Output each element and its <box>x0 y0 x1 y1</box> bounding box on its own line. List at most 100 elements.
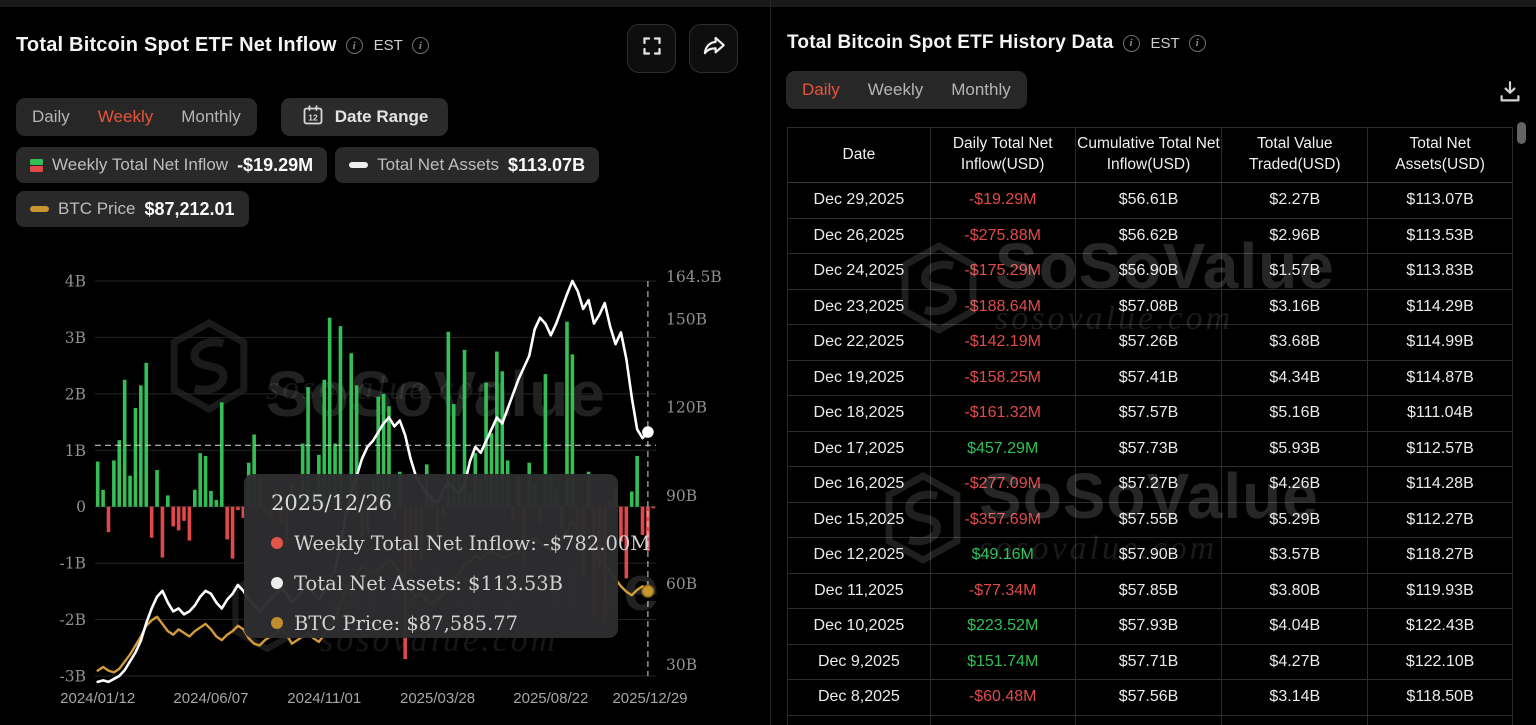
table-row[interactable]: Dec 10,2025 $223.52M $57.93B $4.04B $122.43B <box>788 609 1512 645</box>
info-icon[interactable]: i <box>1122 34 1140 52</box>
traded-cell: $5.16B <box>1222 396 1369 431</box>
chart-tooltip: 2025/12/26 Weekly Total Net Inflow: -$78… <box>244 474 650 638</box>
info-icon[interactable]: i <box>411 37 429 54</box>
tooltip-date: 2025/12/26 <box>271 491 393 515</box>
info-icon[interactable]: i <box>345 37 363 54</box>
share-button[interactable] <box>689 24 738 73</box>
column-header[interactable]: Daily Total Net Inflow(USD) <box>931 128 1076 182</box>
tab-weekly[interactable]: Weekly <box>97 107 154 126</box>
traded-cell: $3.57B <box>1222 538 1369 573</box>
date-cell: Dec 11,2025 <box>788 573 931 608</box>
date-range-button[interactable]: 12 Date Range <box>280 98 449 136</box>
inflow-cell: -$175.29M <box>931 254 1076 289</box>
column-header[interactable]: Cumulative Total Net Inflow(USD) <box>1076 128 1223 182</box>
table-row[interactable]: Dec 18,2025 -$161.32M $57.57B $5.16B $111.04… <box>788 396 1512 432</box>
cumulative-cell: $57.93B <box>1076 609 1223 644</box>
svg-text:30B: 30B <box>666 656 697 674</box>
tooltip-row: Total Net Assets: $113.53B <box>271 563 618 603</box>
column-header[interactable]: Date <box>788 128 931 182</box>
column-header[interactable]: Total Net Assets(USD) <box>1395 135 1485 173</box>
cumulative-cell: $57.56B <box>1076 680 1223 715</box>
column-header[interactable]: Total Value Traded(USD) <box>1222 128 1369 182</box>
table-body: Dec 29,2025 -$19.29M $56.61B $2.27B $113.07B… <box>788 183 1512 725</box>
tooltip-row: BTC Price: $87,585.77 <box>271 603 618 643</box>
inflow-cell: -$142.19M <box>931 325 1076 360</box>
table-row[interactable]: Dec 23,2025 -$188.64M $57.08B $3.16B $114.29… <box>788 289 1512 325</box>
assets-cell: $118.50B <box>1406 688 1474 706</box>
tab-daily[interactable]: Daily <box>32 107 70 126</box>
svg-text:60B: 60B <box>666 575 697 593</box>
tab-monthly[interactable]: Monthly <box>951 80 1011 99</box>
date-cell: Dec 10,2025 <box>788 609 931 644</box>
info-icon[interactable]: i <box>1188 34 1206 52</box>
date-range-label: Date Range <box>334 107 429 126</box>
inflow-cell: $49.16M <box>931 538 1076 573</box>
table-row[interactable]: Dec 12,2025 $49.16M $57.90B $3.57B $118.27B <box>788 538 1512 574</box>
inflow-cell: $457.29M <box>931 431 1076 466</box>
date-cell: Dec 15,2025 <box>788 502 931 537</box>
assets-cell: $122.10B <box>1405 652 1475 670</box>
inflow-cell: -$19.29M <box>931 183 1076 218</box>
legend-net-assets[interactable]: Total Net Assets $113.07B <box>335 147 600 183</box>
table-row[interactable]: Dec 9,2025 $151.74M $57.71B $4.27B $122.10B <box>788 644 1512 680</box>
table-row[interactable]: Dec 19,2025 -$158.25M $57.41B $4.34B $114.87… <box>788 360 1512 396</box>
page-title: Total Bitcoin Spot ETF Net Inflow <box>16 34 337 56</box>
download-button[interactable] <box>1493 76 1527 110</box>
traded-cell: $3.68B <box>1222 325 1369 360</box>
table-scrollbar-thumb[interactable] <box>1517 122 1526 144</box>
cumulative-cell: $56.90B <box>1076 254 1223 289</box>
table-row[interactable]: Dec 29,2025 -$19.29M $56.61B $2.27B $113.07B <box>788 183 1512 219</box>
left-panel-header: Total Bitcoin Spot ETF Net Inflow i EST … <box>16 34 429 57</box>
table-row[interactable]: Dec 8,2025 -$60.48M $57.56B $3.14B $118.50B <box>788 680 1512 716</box>
table-title: Total Bitcoin Spot ETF History Data <box>787 32 1114 53</box>
date-cell: Dec 19,2025 <box>788 360 931 395</box>
assets-cell: $112.57B <box>1406 439 1474 457</box>
traded-cell: $2.96B <box>1222 218 1369 253</box>
table-row[interactable]: Dec 24,2025 -$175.29M $56.90B $1.57B $113.83… <box>788 254 1512 290</box>
traded-cell: $5.93B <box>1222 431 1369 466</box>
svg-text:-2B: -2B <box>60 611 87 629</box>
cumulative-cell: $57.85B <box>1076 573 1223 608</box>
table-row[interactable]: Dec 11,2025 -$77.34M $57.85B $3.80B $119.93B <box>788 573 1512 609</box>
legend-btc-price[interactable]: BTC Price $87,212.01 <box>16 191 249 227</box>
history-table: Date Daily Total Net Inflow(USD) Cumulat… <box>787 127 1513 725</box>
svg-text:2B: 2B <box>65 385 86 403</box>
date-cell: Dec 17,2025 <box>788 431 931 466</box>
tab-weekly[interactable]: Weekly <box>867 80 924 99</box>
assets-cell: $114.29B <box>1406 297 1474 315</box>
tab-daily[interactable]: Daily <box>802 80 840 99</box>
table-row[interactable]: Dec 17,2025 $457.29M $57.73B $5.93B $112.57B <box>788 431 1512 467</box>
cumulative-cell: $57.71B <box>1076 644 1223 679</box>
line-series-icon <box>30 206 49 212</box>
line-series-icon <box>349 162 369 168</box>
table-row[interactable]: Dec 16,2025 -$277.09M $57.27B $4.26B $114.28… <box>788 467 1512 503</box>
date-cell: Dec 23,2025 <box>788 289 931 324</box>
svg-text:0: 0 <box>76 498 86 516</box>
panel-divider <box>770 0 771 725</box>
table-row[interactable]: Dec 22,2025 -$142.19M $57.26B $3.68B $114.99… <box>788 325 1512 361</box>
traded-cell: $2.27B <box>1222 183 1369 218</box>
date-cell: Dec 9,2025 <box>788 644 931 679</box>
fullscreen-button[interactable] <box>627 24 676 73</box>
legend-label: Weekly Total Net Inflow <box>52 155 229 174</box>
cumulative-cell: $57.55B <box>1076 502 1223 537</box>
svg-text:1B: 1B <box>65 442 86 460</box>
assets-cell: $112.27B <box>1406 510 1474 528</box>
table-row[interactable]: Dec 26,2025 -$275.88M $56.62B $2.96B $113.53… <box>788 218 1512 254</box>
assets-cell: $122.43B <box>1405 617 1475 635</box>
inflow-cell: -$161.32M <box>931 396 1076 431</box>
svg-text:120B: 120B <box>666 399 707 417</box>
table-row[interactable]: Dec 15,2025 -$357.69M $57.55B $5.29B $112.27… <box>788 502 1512 538</box>
svg-text:2025/08/22: 2025/08/22 <box>513 690 588 707</box>
assets-cell: $113.07B <box>1406 191 1474 209</box>
tab-monthly[interactable]: Monthly <box>181 107 241 126</box>
traded-cell: $4.34B <box>1222 360 1369 395</box>
date-cell: Dec 26,2025 <box>788 218 931 253</box>
white-dot-icon <box>271 577 283 589</box>
inflow-cell: -$60.48M <box>931 680 1076 715</box>
inflow-cell: -$275.88M <box>931 218 1076 253</box>
traded-cell: $3.80B <box>1222 573 1369 608</box>
legend-label: Total Net Assets <box>377 155 499 174</box>
legend-net-inflow[interactable]: Weekly Total Net Inflow -$19.29M <box>16 147 328 183</box>
date-cell: Dec 22,2025 <box>788 325 931 360</box>
